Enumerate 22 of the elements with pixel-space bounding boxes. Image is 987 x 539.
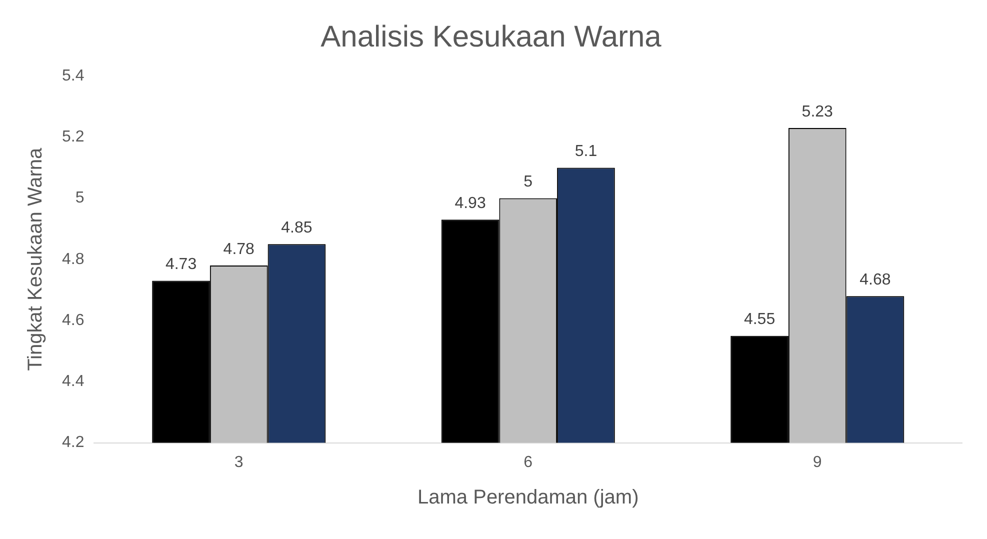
data-label: 4.68 [860, 271, 891, 288]
x-tick-label: 6 [524, 454, 533, 471]
x-tick-label: 3 [234, 454, 244, 471]
y-axis-title: Tingkat Kesukaan Warna [24, 146, 47, 371]
y-tick-label: 5.4 [62, 67, 84, 84]
x-tick-label: 9 [812, 454, 822, 471]
y-tick-label: 5.2 [62, 128, 84, 146]
y-tick-label: 5 [75, 190, 84, 207]
chart-title: Analisis Kesukaan Warna [320, 20, 662, 54]
data-label: 5 [524, 174, 533, 191]
data-label: 5.1 [574, 143, 598, 160]
y-tick-label: 4.4 [62, 373, 84, 390]
y-tick-label: 4.6 [62, 312, 84, 329]
data-label: 4.73 [165, 256, 197, 274]
data-label: 4.93 [454, 195, 486, 212]
y-tick-label: 4.2 [62, 434, 84, 452]
data-label: 4.85 [281, 220, 312, 237]
x-axis-title: Lama Perendaman (jam) [418, 486, 639, 509]
data-label: 4.55 [744, 311, 776, 328]
data-label: 4.78 [223, 240, 255, 258]
y-tick-label: 4.8 [62, 250, 84, 268]
data-label: 5.23 [802, 103, 834, 120]
